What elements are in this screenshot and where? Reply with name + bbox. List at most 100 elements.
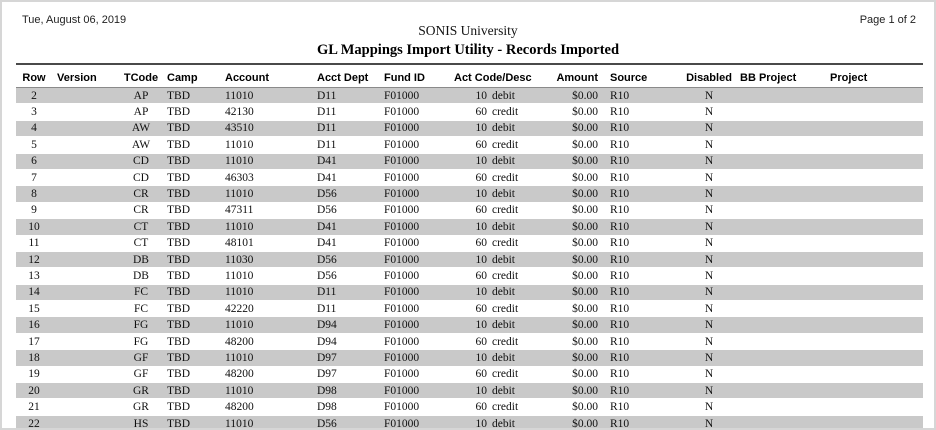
cell-amount: $0.00	[550, 316, 606, 334]
cell-tcode: GR	[120, 382, 162, 400]
cell-tcode: FG	[120, 316, 162, 334]
cell-fund-id: F01000	[379, 103, 449, 121]
cell-disabled: N	[682, 251, 736, 269]
cell-version	[52, 153, 120, 170]
cell-acct-dept: D41	[312, 218, 379, 236]
cell-row: 9	[16, 202, 52, 220]
cell-fund-id: F01000	[379, 251, 449, 269]
cell-amount: $0.00	[550, 169, 606, 187]
cell-camp: TBD	[162, 284, 220, 302]
cell-project	[824, 398, 923, 416]
cell-account: 11010	[220, 349, 312, 367]
col-header-acct-dept: Acct Dept	[312, 64, 379, 88]
cell-bb-project	[736, 333, 824, 351]
cell-tcode: CD	[120, 169, 162, 187]
act-desc: debit	[492, 286, 515, 299]
cell-fund-id: F01000	[379, 185, 449, 203]
cell-fund-id: F01000	[379, 398, 449, 416]
cell-act-code-desc: 60 credit	[449, 202, 550, 220]
cell-act-code-desc: 60 credit	[449, 169, 550, 187]
table-row: 6 CD TBD 11010 D41 F01000 10 debit $0.00 …	[16, 153, 923, 170]
cell-fund-id: F01000	[379, 415, 449, 428]
cell-account: 47311	[220, 202, 312, 220]
cell-tcode: GF	[120, 349, 162, 367]
table-row: 14 FC TBD 11010 D11 F01000 10 debit $0.00…	[16, 284, 923, 302]
cell-act-code-desc: 60 credit	[449, 366, 550, 384]
cell-row: 18	[16, 349, 52, 367]
table-row: 16 FG TBD 11010 D94 F01000 10 debit $0.00…	[16, 316, 923, 334]
cell-acct-dept: D56	[312, 251, 379, 269]
cell-camp: TBD	[162, 316, 220, 334]
cell-disabled: N	[682, 316, 736, 334]
cell-account: 11010	[220, 382, 312, 400]
cell-project	[824, 235, 923, 252]
cell-source: R10	[606, 153, 682, 170]
cell-source: R10	[606, 284, 682, 302]
cell-amount: $0.00	[550, 349, 606, 367]
cell-source: R10	[606, 333, 682, 351]
cell-row: 7	[16, 169, 52, 187]
cell-project	[824, 415, 923, 428]
cell-amount: $0.00	[550, 202, 606, 220]
cell-account: 11010	[220, 316, 312, 334]
cell-amount: $0.00	[550, 300, 606, 318]
cell-project	[824, 349, 923, 367]
cell-row: 14	[16, 284, 52, 302]
cell-camp: TBD	[162, 202, 220, 220]
cell-camp: TBD	[162, 382, 220, 400]
cell-disabled: N	[682, 415, 736, 428]
cell-bb-project	[736, 349, 824, 367]
cell-row: 22	[16, 415, 52, 428]
cell-acct-dept: D56	[312, 185, 379, 203]
cell-source: R10	[606, 415, 682, 428]
cell-camp: TBD	[162, 185, 220, 203]
cell-account: 46303	[220, 169, 312, 187]
cell-amount: $0.00	[550, 251, 606, 269]
cell-version	[52, 300, 120, 318]
col-header-version: Version	[52, 64, 120, 88]
cell-project	[824, 284, 923, 302]
cell-fund-id: F01000	[379, 300, 449, 318]
cell-act-code-desc: 60 credit	[449, 267, 550, 285]
col-header-bb-project: BB Project	[736, 64, 824, 88]
act-code: 10	[475, 188, 488, 201]
cell-camp: TBD	[162, 415, 220, 428]
cell-bb-project	[736, 87, 824, 105]
cell-act-code-desc: 60 credit	[449, 300, 550, 318]
cell-acct-dept: D94	[312, 316, 379, 334]
cell-row: 20	[16, 382, 52, 400]
cell-act-code-desc: 60 credit	[449, 333, 550, 351]
col-header-fund-id: Fund ID	[379, 64, 449, 88]
cell-act-code-desc: 60 credit	[449, 136, 550, 154]
cell-acct-dept: D41	[312, 169, 379, 187]
cell-act-code-desc: 10 debit	[449, 120, 550, 138]
cell-tcode: GR	[120, 398, 162, 416]
cell-fund-id: F01000	[379, 202, 449, 220]
cell-disabled: N	[682, 398, 736, 416]
cell-source: R10	[606, 185, 682, 203]
cell-amount: $0.00	[550, 333, 606, 351]
cell-bb-project	[736, 415, 824, 428]
act-desc: credit	[492, 401, 519, 414]
cell-row: 19	[16, 366, 52, 384]
cell-bb-project	[736, 300, 824, 318]
cell-disabled: N	[682, 153, 736, 170]
cell-source: R10	[606, 366, 682, 384]
cell-amount: $0.00	[550, 366, 606, 384]
cell-source: R10	[606, 300, 682, 318]
cell-version	[52, 349, 120, 367]
table-row: 7 CD TBD 46303 D41 F01000 60 credit $0.00…	[16, 169, 923, 187]
cell-camp: TBD	[162, 218, 220, 236]
col-header-row: Row	[16, 64, 52, 88]
act-code: 10	[475, 155, 488, 168]
act-desc: credit	[492, 138, 519, 151]
cell-fund-id: F01000	[379, 87, 449, 105]
cell-acct-dept: D56	[312, 202, 379, 220]
cell-disabled: N	[682, 284, 736, 302]
cell-act-code-desc: 10 debit	[449, 382, 550, 400]
cell-row: 4	[16, 120, 52, 138]
cell-row: 11	[16, 235, 52, 252]
cell-project	[824, 333, 923, 351]
act-desc: debit	[492, 220, 515, 233]
act-code: 10	[475, 417, 488, 430]
